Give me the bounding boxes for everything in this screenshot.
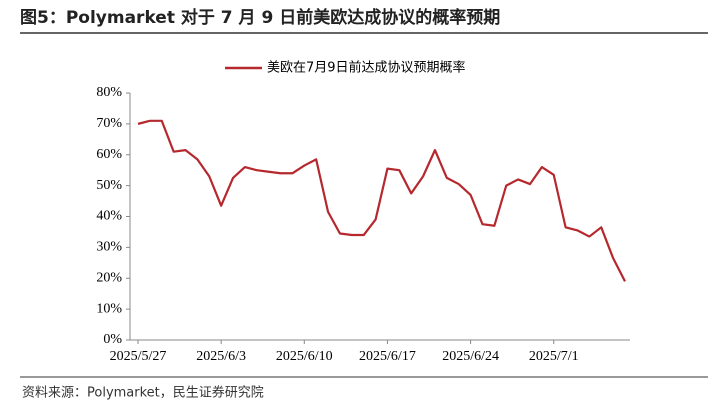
- x-tick-label: 2025/7/1: [529, 349, 579, 364]
- x-tick-label: 2025/5/27: [110, 349, 167, 364]
- source: 资料来源：Polymarket，民生证券研究院: [22, 385, 264, 401]
- data-line: [137, 119, 626, 282]
- y-tick-label: 50%: [96, 178, 122, 193]
- y-tick-label: 20%: [96, 270, 122, 285]
- y-tick-label: 70%: [96, 116, 122, 131]
- y-tick-label: 60%: [96, 147, 122, 162]
- legend-label: 美欧在7月9日前达成协议预期概率: [267, 60, 466, 76]
- x-tick-label: 2025/6/17: [359, 349, 416, 364]
- y-tick-label: 10%: [96, 301, 122, 316]
- x-tick-label: 2025/6/10: [276, 349, 333, 364]
- y-tick-label: 80%: [96, 85, 122, 100]
- y-tick-label: 30%: [96, 240, 122, 255]
- x-tick-label: 2025/6/3: [196, 349, 246, 364]
- chart-title: 图5：Polymarket 对于 7 月 9 日前美欧达成协议的概率预期: [20, 7, 500, 28]
- y-tick-label: 0%: [103, 332, 122, 347]
- y-tick-label: 40%: [96, 209, 122, 224]
- x-tick-label: 2025/6/24: [442, 349, 499, 364]
